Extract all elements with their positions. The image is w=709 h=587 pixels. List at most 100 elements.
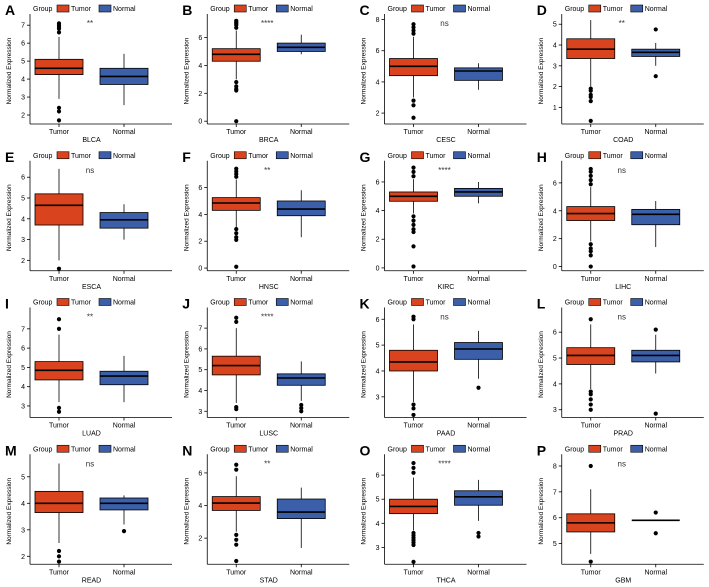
significance-label: ns bbox=[86, 166, 94, 175]
legend-swatch-tumor bbox=[233, 151, 247, 160]
panel-letter: H bbox=[537, 149, 547, 165]
significance-label: ** bbox=[264, 459, 270, 468]
outlier-point bbox=[56, 317, 62, 322]
legend-swatch-normal bbox=[98, 298, 112, 306]
outlier-point bbox=[653, 531, 658, 536]
outlier-point bbox=[411, 470, 416, 475]
panel-l: L Group Tumor Normal 3 4 5 6 Normalized Expressi… bbox=[537, 296, 704, 438]
legend-label-normal: Normal bbox=[468, 300, 491, 307]
legend-label-normal: Normal bbox=[468, 153, 491, 160]
y-tick-label: 6 bbox=[21, 346, 25, 353]
y-tick-label: 2 bbox=[21, 554, 25, 561]
box-tumor: Tumor bbox=[389, 314, 438, 430]
panel-g: G Group Tumor Normal 0 2 4 6 Normalized Expressi… bbox=[360, 149, 527, 291]
y-tick-label: 4 bbox=[553, 43, 557, 50]
legend-swatch-tumor bbox=[233, 444, 247, 453]
box-body bbox=[454, 67, 503, 81]
outlier-point bbox=[234, 537, 239, 542]
panel-o: O Group Tumor Normal 3 4 5 6 Normalized Expressi… bbox=[360, 442, 527, 584]
y-tick-label: 0 bbox=[376, 265, 380, 272]
y-tick-label: 2 bbox=[553, 84, 557, 91]
outlier-point bbox=[234, 467, 239, 472]
significance-label: ns bbox=[440, 19, 448, 28]
y-tick-label: 6 bbox=[198, 35, 202, 42]
significance-label: ** bbox=[264, 166, 270, 175]
outlier-point bbox=[411, 165, 416, 170]
y-tick-label: 4 bbox=[21, 501, 25, 508]
outlier-point bbox=[588, 253, 593, 258]
box-body bbox=[276, 373, 326, 386]
y-axis-label: Normalized Expression bbox=[361, 331, 368, 398]
panel-e: E Group Tumor Normal 2 3 4 5 6 Normalized Express… bbox=[5, 149, 172, 291]
box-body bbox=[389, 349, 438, 372]
y-tick-label: 4 bbox=[198, 503, 202, 510]
outlier-point bbox=[476, 534, 481, 539]
y-tick-label: 3 bbox=[376, 394, 380, 401]
panel-letter: A bbox=[5, 2, 15, 18]
x-tick-label: Normal bbox=[290, 423, 313, 430]
box-normal: Normal bbox=[276, 487, 326, 576]
y-tick-label: 5 bbox=[553, 541, 557, 548]
y-tick-label: 4 bbox=[21, 77, 25, 84]
y-tick-label: 6 bbox=[376, 317, 380, 324]
legend-label-normal: Normal bbox=[113, 6, 136, 13]
legend-swatch-tumor bbox=[588, 444, 602, 453]
cancer-label: STAD bbox=[260, 577, 278, 584]
legend-swatch-normal bbox=[453, 444, 466, 453]
outlier-point bbox=[56, 405, 62, 410]
legend-label-normal: Normal bbox=[290, 300, 313, 307]
y-tick-label: 2 bbox=[376, 111, 380, 118]
legend-title: Group bbox=[565, 153, 585, 160]
cancer-label: CESC bbox=[436, 137, 455, 144]
y-tick-label: 4 bbox=[553, 208, 557, 215]
box-tumor: Tumor bbox=[566, 317, 616, 430]
legend-title: Group bbox=[210, 300, 230, 307]
outlier-point bbox=[411, 31, 416, 36]
y-axis-label: Normalized Expression bbox=[6, 477, 13, 544]
y-tick-label: 0 bbox=[198, 266, 202, 273]
y-tick-label: 3 bbox=[21, 403, 25, 410]
panel-a: A Group Tumor Normal 2 3 4 5 6 7 Normalized Expres… bbox=[5, 2, 172, 144]
y-tick-label: 6 bbox=[198, 346, 202, 353]
y-tick-label: 5 bbox=[376, 497, 380, 504]
legend-label-tumor: Tumor bbox=[71, 6, 92, 13]
significance-label: **** bbox=[261, 313, 273, 322]
legend-label-tumor: Tumor bbox=[603, 153, 624, 160]
panel-j: J Group Tumor Normal 3 4 5 6 7 Normalized Express… bbox=[182, 296, 350, 438]
outlier-point bbox=[588, 392, 593, 397]
legend-title: Group bbox=[565, 300, 585, 307]
outlier-point bbox=[234, 462, 239, 467]
y-tick-label: 6 bbox=[376, 48, 380, 55]
y-tick-label: 4 bbox=[21, 384, 25, 391]
outlier-point bbox=[234, 558, 239, 564]
outlier-point bbox=[299, 409, 304, 414]
box-body bbox=[276, 498, 326, 519]
x-tick-label: Tumor bbox=[226, 569, 247, 576]
panel-d: D Group Tumor Normal 1 2 3 4 5 Normalized Express… bbox=[537, 2, 704, 144]
x-tick-label: Tumor bbox=[226, 129, 247, 136]
outlier-point bbox=[588, 249, 593, 254]
cancer-label: THCA bbox=[436, 577, 455, 584]
significance-label: ns bbox=[440, 313, 448, 322]
legend-label-tumor: Tumor bbox=[426, 446, 447, 453]
outlier-point bbox=[56, 266, 62, 271]
y-tick-label: 6 bbox=[553, 515, 557, 522]
outlier-point bbox=[121, 529, 127, 534]
cancer-label: KIRC bbox=[438, 284, 455, 291]
box-tumor: Tumor bbox=[389, 22, 438, 136]
outlier-point bbox=[411, 115, 416, 120]
y-tick-label: 4 bbox=[198, 212, 202, 219]
panel-p: P Group Tumor Normal 5 6 7 8 Normalized Expressi… bbox=[537, 442, 704, 584]
y-tick-label: 5 bbox=[553, 356, 557, 363]
legend-label-tumor: Tumor bbox=[603, 6, 624, 13]
outlier-point bbox=[588, 99, 593, 104]
y-axis-label: Normalized Expression bbox=[361, 184, 368, 251]
outlier-point bbox=[411, 169, 416, 175]
panel-letter: B bbox=[182, 2, 192, 18]
legend-swatch-tumor bbox=[56, 4, 70, 13]
outlier-point bbox=[411, 98, 416, 103]
panel-letter: D bbox=[537, 2, 547, 18]
outlier-point bbox=[588, 559, 593, 564]
box-tumor: Tumor bbox=[34, 463, 84, 576]
outlier-point bbox=[234, 80, 239, 85]
